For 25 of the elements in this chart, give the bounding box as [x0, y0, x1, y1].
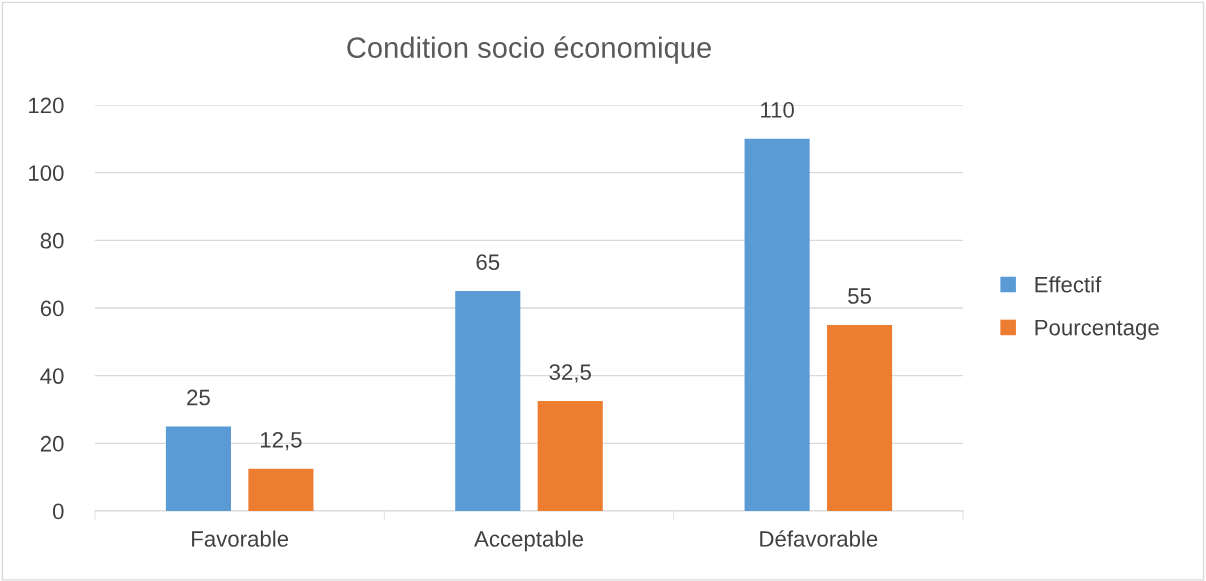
- data-label: 32,5: [549, 364, 591, 383]
- data-label: 12,5: [260, 431, 302, 451]
- data-label: 65: [476, 254, 500, 271]
- bar: [827, 324, 893, 511]
- y-tick-label: 40: [40, 368, 64, 384]
- y-tick-label: 120: [29, 97, 64, 114]
- legend-label: Pourcentage: [1035, 319, 1159, 340]
- x-tick-label: Acceptable: [474, 530, 583, 552]
- y-tick-label: 0: [52, 503, 64, 520]
- chart-title: Condition socio économique: [347, 36, 711, 64]
- bar: [165, 426, 231, 511]
- x-tick-label: Favorable: [192, 530, 289, 547]
- bar: [455, 291, 521, 511]
- bar: [744, 138, 810, 511]
- bar: [537, 401, 603, 511]
- data-label: 55: [848, 288, 871, 304]
- legend-label: Effectif: [1035, 276, 1102, 293]
- y-tick-label: 100: [29, 165, 64, 181]
- y-tick-label: 20: [40, 435, 64, 452]
- data-label: 110: [761, 102, 794, 118]
- y-tick-label: 80: [40, 232, 64, 249]
- data-label: 25: [187, 389, 210, 406]
- y-tick-label: 60: [40, 300, 64, 317]
- x-tick-label: Défavorable: [760, 530, 878, 547]
- bar: [248, 468, 314, 511]
